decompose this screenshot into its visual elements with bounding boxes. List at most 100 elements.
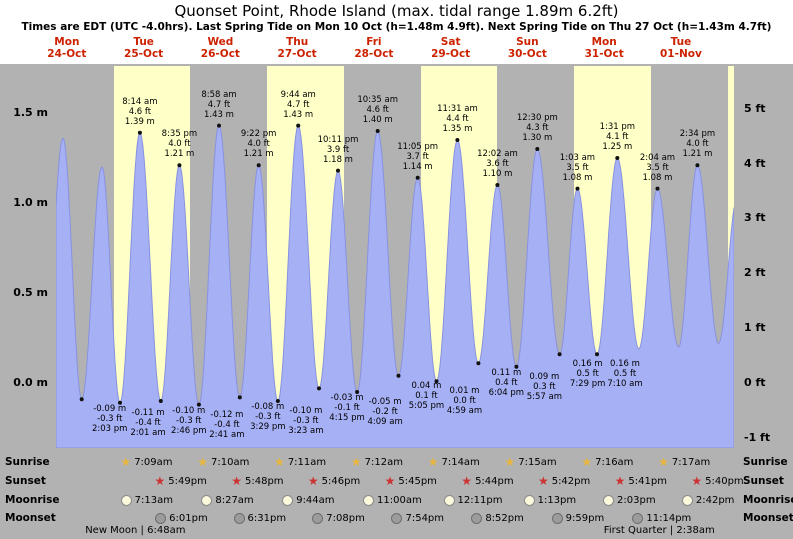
tide-extreme-marker <box>695 163 700 168</box>
tide-label-line: 0.5 ft <box>613 369 637 380</box>
moonrise-time: 8:27am <box>215 494 254 506</box>
tide-label-line: 4.7 ft <box>207 99 231 110</box>
tide-extreme-marker <box>375 129 380 133</box>
tide-label-line: 0.5 ft <box>576 369 599 380</box>
day-weekday: Thu <box>286 36 309 48</box>
moonrise-circle-icon <box>363 494 374 506</box>
chart-subtitle: Times are EDT (UTC -4.0hrs). Last Spring… <box>21 21 772 33</box>
tide-label-line: 4.6 ft <box>366 105 389 115</box>
tide-label-line: 7:29 pm <box>569 379 606 390</box>
sunmoon-right-label-sunset: Sunset <box>743 475 784 487</box>
tide-high-label: 1:03 am 3.5 ft 1.08 m <box>549 153 605 183</box>
moonset-time: 8:52pm <box>485 512 524 524</box>
moonset-entry: 7:54pm <box>391 510 447 526</box>
tide-label-line: 1.14 m <box>402 161 433 172</box>
moonrise-entry: 7:13am <box>120 492 176 508</box>
tide-label-line: 3:23 am <box>288 426 324 436</box>
moonset-circle-icon <box>233 512 245 524</box>
day-date: 25-Oct <box>124 48 164 60</box>
moonrise-circle-icon <box>201 494 213 506</box>
tide-label-line: 8:35 pm <box>161 129 198 140</box>
tide-high-label: 9:22 pm 4.0 ft 1.21 m <box>231 129 287 159</box>
tide-label-line: 1.10 m <box>482 169 513 179</box>
tide-label-line: 1.21 m <box>682 149 713 160</box>
tide-low-label: 0.04 m 0.1 ft 5:05 pm <box>398 381 454 411</box>
y-axis-right-label: 0 ft <box>744 376 766 389</box>
tide-low-label: -0.03 m -0.1 ft 4:15 pm <box>319 393 375 423</box>
day-date: 29-Oct <box>431 48 471 60</box>
day-date: 31-Oct <box>584 48 624 60</box>
tide-label-line: -0.3 ft <box>97 414 123 425</box>
sunset-star-icon: ★ <box>384 474 396 488</box>
tide-high-label: 8:35 pm 4.0 ft 1.21 m <box>151 129 207 159</box>
day-weekday: Sun <box>516 36 539 48</box>
sunrise-entry: ★ 7:14am <box>428 454 483 470</box>
tide-extreme-marker <box>455 138 460 142</box>
tide-label-line: 0.0 ft <box>453 396 476 407</box>
day-label-26-oct: Wed 26-Oct <box>182 36 258 60</box>
tide-label-line: 4.4 ft <box>446 114 469 124</box>
day-date: 27-Oct <box>277 48 317 60</box>
tide-high-label: 9:44 am 4.7 ft 1.43 m <box>270 90 326 120</box>
tide-label-line: 6:04 pm <box>488 388 525 399</box>
tide-extreme-marker <box>237 395 242 400</box>
moonrise-entry: 2:03pm <box>603 492 659 508</box>
sunrise-time: 7:09am <box>134 456 173 468</box>
tide-high-label: 11:31 am 4.4 ft 1.35 m <box>429 104 485 134</box>
sunrise-time: 7:15am <box>518 456 557 468</box>
tide-extreme-marker <box>434 379 439 384</box>
tide-label-line: 0.4 ft <box>495 378 518 389</box>
tide-extreme-marker <box>158 399 163 403</box>
tide-low-label: 0.11 m 0.4 ft 6:04 pm <box>478 368 534 398</box>
moonrise-circle-icon <box>443 494 455 506</box>
tide-label-line: 4.7 ft <box>287 99 310 110</box>
tide-label-line: 1:03 am <box>559 152 596 163</box>
tide-label-line: 4.1 ft <box>606 132 629 142</box>
sunset-time: 5:41pm <box>628 475 667 487</box>
tide-high-label: 1:31 pm 4.1 ft 1.25 m <box>589 122 645 152</box>
moonset-entry: 8:52pm <box>471 510 527 526</box>
sunrise-star-icon: ★ <box>504 455 516 469</box>
tide-extreme-marker <box>79 397 84 402</box>
tide-label-line: 8:14 am <box>122 96 158 107</box>
moonset-circle-icon <box>632 512 644 524</box>
tide-label-line: 12:30 pm <box>516 113 558 123</box>
sunset-star-icon: ★ <box>537 474 549 488</box>
moonrise-circle-icon <box>282 494 294 506</box>
tide-label-line: 0.16 m <box>572 359 603 370</box>
tide-label-line: 1.25 m <box>602 142 633 152</box>
tide-label-line: -0.4 ft <box>214 419 240 430</box>
sunrise-time: 7:16am <box>595 456 634 468</box>
tide-high-label: 8:14 am 4.6 ft 1.39 m <box>112 97 168 127</box>
tide-label-line: 1.18 m <box>323 154 353 165</box>
sunrise-time: 7:17am <box>671 456 711 468</box>
tide-high-label: 10:35 am 4.6 ft 1.40 m <box>350 95 406 125</box>
day-label-24-oct: Mon 24-Oct <box>29 36 105 60</box>
tide-label-line: 1.40 m <box>362 115 393 125</box>
tide-label-line: 7:10 am <box>607 379 643 390</box>
sunset-time: 5:42pm <box>551 475 591 487</box>
sunrise-entry: ★ 7:11am <box>274 454 329 470</box>
sunrise-time: 7:11am <box>287 456 327 468</box>
tide-extreme-marker <box>495 183 500 187</box>
sunmoon-left-label-moonrise: Moonrise <box>5 494 60 506</box>
moonset-time: 7:08pm <box>326 512 365 524</box>
moonrise-entry: 2:42pm <box>681 492 738 508</box>
sunrise-star-icon: ★ <box>197 455 208 469</box>
moon-phase-label: First Quarter | 2:38am <box>603 525 715 536</box>
tide-label-line: 0.16 m <box>610 359 640 370</box>
tide-extreme-marker <box>137 130 142 135</box>
sunset-entry: ★ 5:44pm <box>461 473 516 489</box>
tide-label-line: 2:34 pm <box>679 129 716 140</box>
tide-low-label: 0.16 m 0.5 ft 7:10 am <box>597 359 653 389</box>
tide-low-label: -0.12 m -0.4 ft 2:41 am <box>199 410 255 440</box>
sunrise-entry: ★ 7:09am <box>120 454 175 470</box>
tide-extreme-marker <box>217 123 221 128</box>
sunset-time: 5:40pm <box>705 475 744 487</box>
tide-label-line: 4.0 ft <box>247 139 270 150</box>
day-weekday: Sat <box>440 36 461 48</box>
moonrise-entry: 12:11pm <box>443 492 506 508</box>
moonset-circle-icon <box>391 512 403 524</box>
moonrise-circle-icon <box>120 494 132 506</box>
